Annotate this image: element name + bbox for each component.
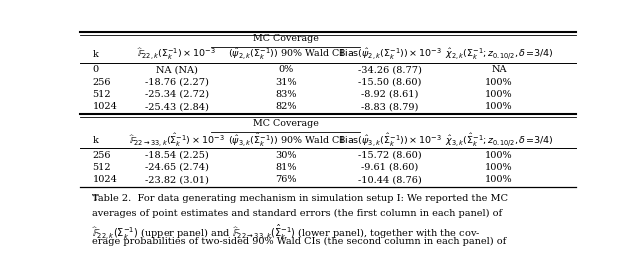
Text: 76%: 76%	[275, 175, 296, 184]
Text: k: k	[92, 50, 98, 59]
Text: T: T	[92, 195, 98, 203]
Text: $\mathrm{Bias}(\hat{\psi}_{3,k}(\hat{\Sigma}_k^{-1}))\times 10^{-3}$: $\mathrm{Bias}(\hat{\psi}_{3,k}(\hat{\Si…	[338, 132, 442, 149]
Text: 0%: 0%	[278, 65, 294, 74]
Text: 100%: 100%	[485, 102, 513, 111]
Text: -25.43 (2.84): -25.43 (2.84)	[145, 102, 209, 111]
Text: 100%: 100%	[485, 78, 513, 87]
Text: $\mathrm{Bias}(\hat{\psi}_{2,k}(\Sigma_k^{-1}))\times 10^{-3}$: $\mathrm{Bias}(\hat{\psi}_{2,k}(\Sigma_k…	[338, 47, 442, 62]
Text: 100%: 100%	[485, 90, 513, 99]
Text: MC Coverage: MC Coverage	[253, 119, 319, 128]
Text: $\hat{\chi}_{2,k}(\Sigma_k^{-1};z_{0.10/2},\delta\!=\!3/4)$: $\hat{\chi}_{2,k}(\Sigma_k^{-1};z_{0.10/…	[445, 47, 554, 62]
Text: $\hat{\chi}_{3,k}(\hat{\Sigma}_k^{-1};z_{0.10/2},\delta\!=\!3/4)$: $\hat{\chi}_{3,k}(\hat{\Sigma}_k^{-1};z_…	[445, 132, 554, 149]
Text: -8.92 (8.61): -8.92 (8.61)	[362, 90, 419, 99]
Text: -18.54 (2.25): -18.54 (2.25)	[145, 151, 209, 160]
Text: $(\hat{\psi}_{2,k}(\Sigma_k^{-1}))$ 90% Wald CI: $(\hat{\psi}_{2,k}(\Sigma_k^{-1}))$ 90% …	[228, 47, 344, 62]
Text: 256: 256	[92, 78, 111, 87]
Text: -8.83 (8.79): -8.83 (8.79)	[362, 102, 419, 111]
Text: -34.26 (8.77): -34.26 (8.77)	[358, 65, 422, 74]
Text: 31%: 31%	[275, 78, 297, 87]
Text: erage probabilities of two-sided 90% Wald CIs (the second column in each panel) : erage probabilities of two-sided 90% Wal…	[92, 237, 507, 246]
Text: -23.82 (3.01): -23.82 (3.01)	[145, 175, 209, 184]
Text: 83%: 83%	[275, 90, 296, 99]
Text: 512: 512	[92, 90, 111, 99]
Text: $(\hat{\psi}_{3,k}(\hat{\Sigma}_k^{-1}))$ 90% Wald CI: $(\hat{\psi}_{3,k}(\hat{\Sigma}_k^{-1}))…	[228, 132, 344, 149]
Text: -18.76 (2.27): -18.76 (2.27)	[145, 78, 209, 87]
Text: -25.34 (2.72): -25.34 (2.72)	[145, 90, 209, 99]
Text: NA: NA	[492, 65, 507, 74]
Text: k: k	[92, 136, 98, 145]
Text: $\widehat{\mathbb{F}}_{22,k}(\Sigma_k^{-1})$ (upper panel) and $\widehat{\mathbb: $\widehat{\mathbb{F}}_{22,k}(\Sigma_k^{-…	[92, 223, 481, 242]
Text: 30%: 30%	[275, 151, 296, 160]
Text: 1024: 1024	[92, 175, 117, 184]
Text: NA (NA): NA (NA)	[156, 65, 198, 74]
Text: 82%: 82%	[275, 102, 296, 111]
Text: 256: 256	[92, 151, 111, 160]
Text: 1024: 1024	[92, 102, 117, 111]
Text: -15.50 (8.60): -15.50 (8.60)	[358, 78, 422, 87]
Text: 100%: 100%	[485, 175, 513, 184]
Text: MC Coverage: MC Coverage	[253, 34, 319, 43]
Text: 100%: 100%	[485, 151, 513, 160]
Text: -10.44 (8.76): -10.44 (8.76)	[358, 175, 422, 184]
Text: averages of point estimates and standard errors (the first column in each panel): averages of point estimates and standard…	[92, 209, 502, 218]
Text: -24.65 (2.74): -24.65 (2.74)	[145, 163, 209, 172]
Text: 81%: 81%	[275, 163, 296, 172]
Text: 512: 512	[92, 163, 111, 172]
Text: -9.61 (8.60): -9.61 (8.60)	[362, 163, 419, 172]
Text: 0: 0	[92, 65, 99, 74]
Text: $\widehat{\mathbb{F}}_{22,k}(\Sigma_k^{-1})\times 10^{-3}$: $\widehat{\mathbb{F}}_{22,k}(\Sigma_k^{-…	[137, 47, 216, 62]
Text: -15.72 (8.60): -15.72 (8.60)	[358, 151, 422, 160]
Text: 100%: 100%	[485, 163, 513, 172]
Text: $\widehat{\mathbb{F}}_{22\to33,k}(\hat{\Sigma}_k^{-1})\times 10^{-3}$: $\widehat{\mathbb{F}}_{22\to33,k}(\hat{\…	[129, 132, 225, 149]
Text: Table 2.  For data generating mechanism in simulation setup I: We reported the M: Table 2. For data generating mechanism i…	[92, 195, 508, 204]
